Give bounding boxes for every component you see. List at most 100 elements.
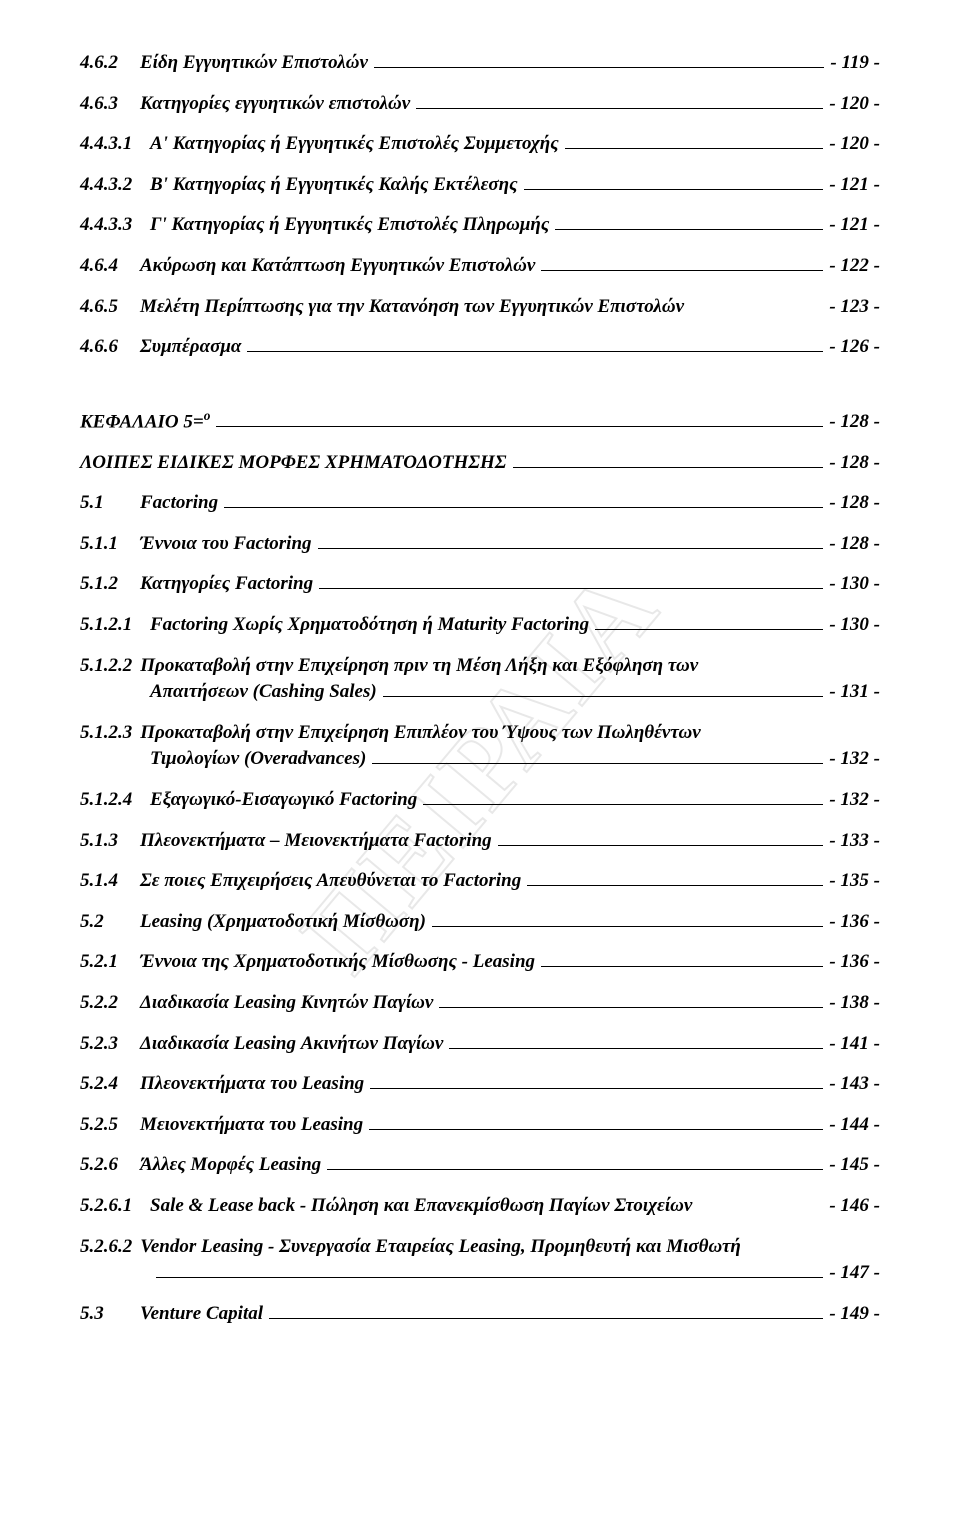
- toc-entry: 5.2.5Μειονεκτήματα του Leasing- 144 -: [80, 1112, 880, 1139]
- toc-title-cont: Τιμολογίων (Overadvances): [150, 746, 366, 773]
- toc-number: 5.2.2: [80, 990, 140, 1017]
- leader: [416, 108, 823, 109]
- toc-entry: 5.2.3Διαδικασία Leasing Ακινήτων Παγίων-…: [80, 1031, 880, 1058]
- toc-title-cont: Απαιτήσεων (Cashing Sales): [150, 679, 377, 706]
- leader: [224, 507, 823, 508]
- toc-title: Venture Capital: [140, 1301, 263, 1328]
- toc-page: - 128 -: [829, 409, 880, 436]
- toc-number: 5.2.4: [80, 1071, 140, 1098]
- toc-number: 5.2.3: [80, 1031, 140, 1058]
- toc-number: 5.2.1: [80, 949, 140, 976]
- toc-page: - 130 -: [829, 571, 880, 598]
- leader: [269, 1318, 823, 1319]
- toc-page: - 126 -: [829, 334, 880, 361]
- toc-page: - 136 -: [829, 949, 880, 976]
- toc-number: 5.1.2.3: [80, 722, 140, 743]
- toc-number: 5.1.2.4: [80, 787, 150, 814]
- toc-entry: 4.4.3.2Β' Κατηγορίας ή Εγγυητικές Καλής …: [80, 172, 880, 199]
- toc-page: - 136 -: [829, 909, 880, 936]
- toc-entry: 5.2Leasing (Χρηματοδοτική Μίσθωση) - 136 …: [80, 909, 880, 936]
- toc-page: - 119 -: [830, 50, 880, 77]
- toc-title: Άλλες Μορφές Leasing: [140, 1152, 321, 1179]
- toc-page: - 128 -: [829, 490, 880, 517]
- leader: [555, 229, 823, 230]
- toc-title: Διαδικασία Leasing Ακινήτων Παγίων: [140, 1031, 443, 1058]
- toc-title: Γ' Κατηγορίας ή Εγγυητικές Επιστολές Πλη…: [150, 212, 549, 239]
- toc-title: Προκαταβολή στην Επιχείρηση Επιπλέον του…: [140, 722, 700, 743]
- leader: [541, 966, 823, 967]
- toc-entry: 5.2.2Διαδικασία Leasing Κινητών Παγίων - …: [80, 990, 880, 1017]
- leader: [372, 763, 823, 764]
- toc-entry: 5.1.2Κατηγορίες Factoring - 130 -: [80, 571, 880, 598]
- toc-entry: 5.1.2.1Factoring Χωρίς Χρηματοδότηση ή M…: [80, 612, 880, 639]
- toc-entry: 4.6.5Μελέτη Περίπτωσης για την Κατανόηση…: [80, 294, 880, 321]
- toc-title: Πλεονεκτήματα – Μειονεκτήματα Factoring: [140, 828, 492, 855]
- toc-number: 4.6.2: [80, 50, 140, 77]
- toc-title: Κατηγορίες εγγυητικών επιστολών: [140, 91, 410, 118]
- toc-number: 5.1.2.2: [80, 655, 140, 676]
- toc-number: 5.2.6: [80, 1152, 140, 1179]
- leader: [156, 1277, 823, 1278]
- toc-title: Factoring Χωρίς Χρηματοδότηση ή Maturity…: [150, 612, 589, 639]
- toc-number: 5.1.1: [80, 531, 140, 558]
- toc-number: 5.1.2: [80, 571, 140, 598]
- toc-page: - 123 -: [829, 294, 880, 321]
- leader: [318, 548, 824, 549]
- toc-title: Σε ποιες Επιχειρήσεις Απευθύνεται το Fac…: [140, 868, 521, 895]
- leader: [327, 1169, 823, 1170]
- leader: [524, 189, 824, 190]
- leader: [423, 804, 823, 805]
- toc-page: - 146 -: [829, 1193, 880, 1220]
- toc-title: Έννοια της Χρηματοδοτικής Μίσθωσης - Lea…: [140, 949, 535, 976]
- toc-number: 5.2.5: [80, 1112, 140, 1139]
- toc-page: - 138 -: [829, 990, 880, 1017]
- chapter-subtitle: ΛΟΙΠΕΣ ΕΙΔΙΚΕΣ ΜΟΡΦΕΣ ΧΡΗΜΑΤΟΔΟΤΗΣΗΣ - 1…: [80, 450, 880, 477]
- leader: [449, 1048, 823, 1049]
- leader: [513, 467, 824, 468]
- toc-title: Leasing (Χρηματοδοτική Μίσθωση): [140, 909, 426, 936]
- toc-number: 4.6.6: [80, 334, 140, 361]
- toc-page: - 133 -: [829, 828, 880, 855]
- toc-page: - 130 -: [829, 612, 880, 639]
- leader: [498, 845, 824, 846]
- toc-entry: 4.6.3Κατηγορίες εγγυητικών επιστολών- 12…: [80, 91, 880, 118]
- toc-number: 5.3: [80, 1301, 140, 1328]
- leader: [374, 67, 824, 68]
- chapter-heading: ΚΕΦΑΛΑΙΟ 5=ο - 128 -: [80, 407, 880, 436]
- toc-page: - 121 -: [829, 212, 880, 239]
- toc-number: 5.1.4: [80, 868, 140, 895]
- toc-entry: 5.1.2.4Εξαγωγικό-Εισαγωγικό Factoring- 1…: [80, 787, 880, 814]
- toc-number: 4.6.3: [80, 91, 140, 118]
- toc-page: - 144 -: [829, 1112, 880, 1139]
- toc-entry-wrapped: 5.1.2.2Προκαταβολή στην Επιχείρηση πριν …: [80, 653, 880, 706]
- toc-page: - 122 -: [829, 253, 880, 280]
- toc-number: 5.1: [80, 490, 140, 517]
- toc-entry: 5.1.1Έννοια του Factoring- 128 -: [80, 531, 880, 558]
- toc-number: 5.2.6.1: [80, 1193, 150, 1220]
- toc-title: Διαδικασία Leasing Κινητών Παγίων: [140, 990, 433, 1017]
- toc-title: Εξαγωγικό-Εισαγωγικό Factoring: [150, 787, 417, 814]
- toc-number: 5.2.6.2: [80, 1236, 140, 1257]
- toc-page: - 128 -: [829, 450, 880, 477]
- toc-number: 5.1.3: [80, 828, 140, 855]
- leader: [595, 629, 823, 630]
- toc-number: 5.2: [80, 909, 140, 936]
- toc-page: - 143 -: [829, 1071, 880, 1098]
- toc-title: Μελέτη Περίπτωσης για την Κατανόηση των …: [140, 294, 684, 321]
- toc-entry: 5.2.6.1Sale & Lease back - Πώληση και Επ…: [80, 1193, 880, 1220]
- toc-entry-wrapped: 5.2.6.2Vendor Leasing - Συνεργασία Εταιρ…: [80, 1234, 880, 1287]
- toc-entry: 5.2.6Άλλες Μορφές Leasing- 145 -: [80, 1152, 880, 1179]
- toc-page: - 121 -: [829, 172, 880, 199]
- toc-number: 4.6.5: [80, 294, 140, 321]
- toc-title: Β' Κατηγορίας ή Εγγυητικές Καλής Εκτέλεσ…: [150, 172, 518, 199]
- toc-title: Κατηγορίες Factoring: [140, 571, 313, 598]
- toc-number: 5.1.2.1: [80, 612, 150, 639]
- toc-page: - 149 -: [829, 1301, 880, 1328]
- toc-title: Vendor Leasing - Συνεργασία Εταιρείας Le…: [140, 1236, 741, 1257]
- leader: [369, 1129, 823, 1130]
- toc-entry: 5.1Factoring - 128 -: [80, 490, 880, 517]
- toc-title: Ακύρωση και Κατάπτωση Εγγυητικών Επιστολ…: [140, 253, 535, 280]
- leader: [439, 1007, 823, 1008]
- toc-title: Factoring: [140, 490, 218, 517]
- toc-entry: 5.2.4Πλεονεκτήματα του Leasing- 143 -: [80, 1071, 880, 1098]
